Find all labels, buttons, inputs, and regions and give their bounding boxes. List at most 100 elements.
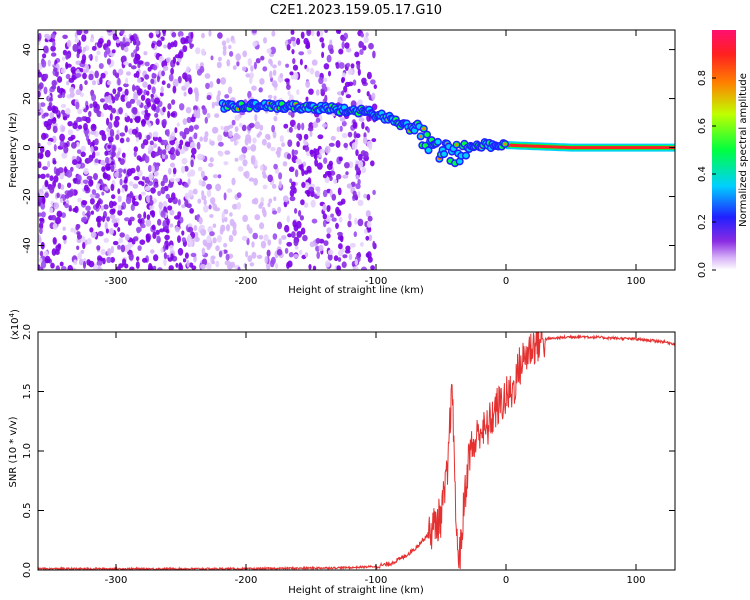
noise-speck — [134, 116, 141, 124]
noise-speck — [361, 121, 365, 130]
noise-speck — [337, 231, 343, 237]
noise-speck — [348, 213, 352, 221]
noise-speck — [126, 137, 130, 143]
noise-speck — [266, 48, 272, 54]
noise-speck — [201, 247, 206, 256]
noise-speck — [288, 126, 293, 133]
noise-speck — [210, 197, 216, 205]
noise-speck — [299, 58, 303, 66]
noise-speck — [120, 244, 126, 253]
noise-speck — [299, 215, 304, 221]
noise-speck — [188, 189, 194, 197]
noise-speck — [205, 82, 210, 90]
noise-speck — [119, 232, 125, 238]
noise-speck — [217, 32, 223, 39]
noise-speck — [330, 213, 334, 218]
noise-speck — [259, 165, 264, 171]
noise-speck — [259, 124, 264, 131]
colorbar-ticks: 0.0 0.2 0.4 0.6 0.8 — [697, 70, 716, 278]
noise-speck — [214, 101, 220, 107]
noise-speck — [38, 257, 43, 263]
noise-speck — [251, 241, 255, 248]
noise-speck — [322, 123, 327, 128]
noise-speck — [140, 94, 146, 101]
noise-speck — [194, 236, 200, 242]
noise-speck — [322, 173, 327, 179]
noise-speck — [209, 157, 214, 163]
noise-speck — [149, 140, 154, 146]
noise-speck — [145, 233, 150, 239]
noise-speck — [94, 70, 99, 79]
noise-speck — [96, 110, 102, 118]
noise-speck — [68, 77, 75, 83]
noise-speck — [347, 131, 353, 138]
noise-speck — [75, 179, 81, 185]
noise-speck — [281, 235, 287, 240]
noise-speck — [147, 84, 152, 91]
noise-speck — [160, 186, 166, 195]
noise-speck — [315, 89, 320, 96]
noise-speck — [51, 117, 57, 124]
noise-speck — [218, 250, 223, 258]
noise-speck — [44, 179, 49, 188]
noise-speck — [130, 203, 135, 212]
noise-speck — [155, 30, 160, 35]
noise-speck — [188, 136, 193, 143]
noise-speck — [267, 239, 272, 246]
noise-speck — [238, 154, 244, 161]
noise-speck — [231, 177, 236, 186]
noise-speck — [344, 249, 351, 254]
noise-speck — [218, 141, 224, 147]
noise-speck — [154, 151, 160, 157]
noise-speck — [182, 45, 188, 53]
noise-speck — [292, 39, 297, 47]
noise-speck — [253, 177, 258, 186]
noise-speck — [144, 74, 150, 80]
noise-speck — [75, 101, 80, 110]
noise-speck — [254, 114, 258, 122]
noise-speck — [43, 45, 49, 54]
noise-speck — [327, 249, 334, 255]
noise-speck — [268, 58, 273, 65]
noise-speck — [262, 184, 268, 190]
noise-speck — [226, 264, 233, 270]
noise-speck — [215, 245, 220, 252]
snr-scale-suffix: ) — [10, 309, 21, 313]
noise-speck — [150, 78, 155, 85]
noise-speck — [99, 130, 106, 136]
noise-speck — [158, 201, 163, 210]
noise-speck — [296, 37, 301, 46]
noise-speck — [130, 167, 136, 174]
noise-speck — [276, 249, 283, 256]
noise-speck — [83, 167, 89, 175]
noise-speck — [39, 217, 45, 222]
noise-speck — [310, 190, 315, 198]
noise-speck — [122, 37, 126, 44]
noise-speck — [117, 244, 121, 250]
noise-speck — [38, 152, 44, 160]
noise-speck — [226, 188, 233, 193]
noise-speck — [263, 234, 269, 242]
noise-speck — [307, 49, 312, 55]
noise-speck — [266, 134, 271, 141]
noise-speck — [223, 242, 228, 248]
noise-speck — [354, 217, 358, 225]
noise-speck — [119, 178, 123, 186]
noise-speck — [204, 73, 211, 79]
noise-speck — [137, 245, 142, 252]
noise-speck — [86, 237, 92, 245]
noise-speck — [201, 195, 207, 201]
noise-speck — [151, 224, 156, 231]
noise-speck — [152, 64, 158, 71]
noise-speck — [284, 224, 290, 233]
noise-speck — [38, 102, 41, 110]
noise-speck — [146, 194, 150, 203]
noise-speck — [341, 261, 347, 269]
noise-speck — [214, 113, 220, 118]
noise-speck — [348, 253, 353, 261]
noise-speck — [103, 204, 109, 210]
noise-speck — [153, 171, 159, 177]
noise-speck — [267, 94, 273, 99]
noise-speck — [254, 214, 261, 221]
noise-speck — [183, 182, 189, 188]
